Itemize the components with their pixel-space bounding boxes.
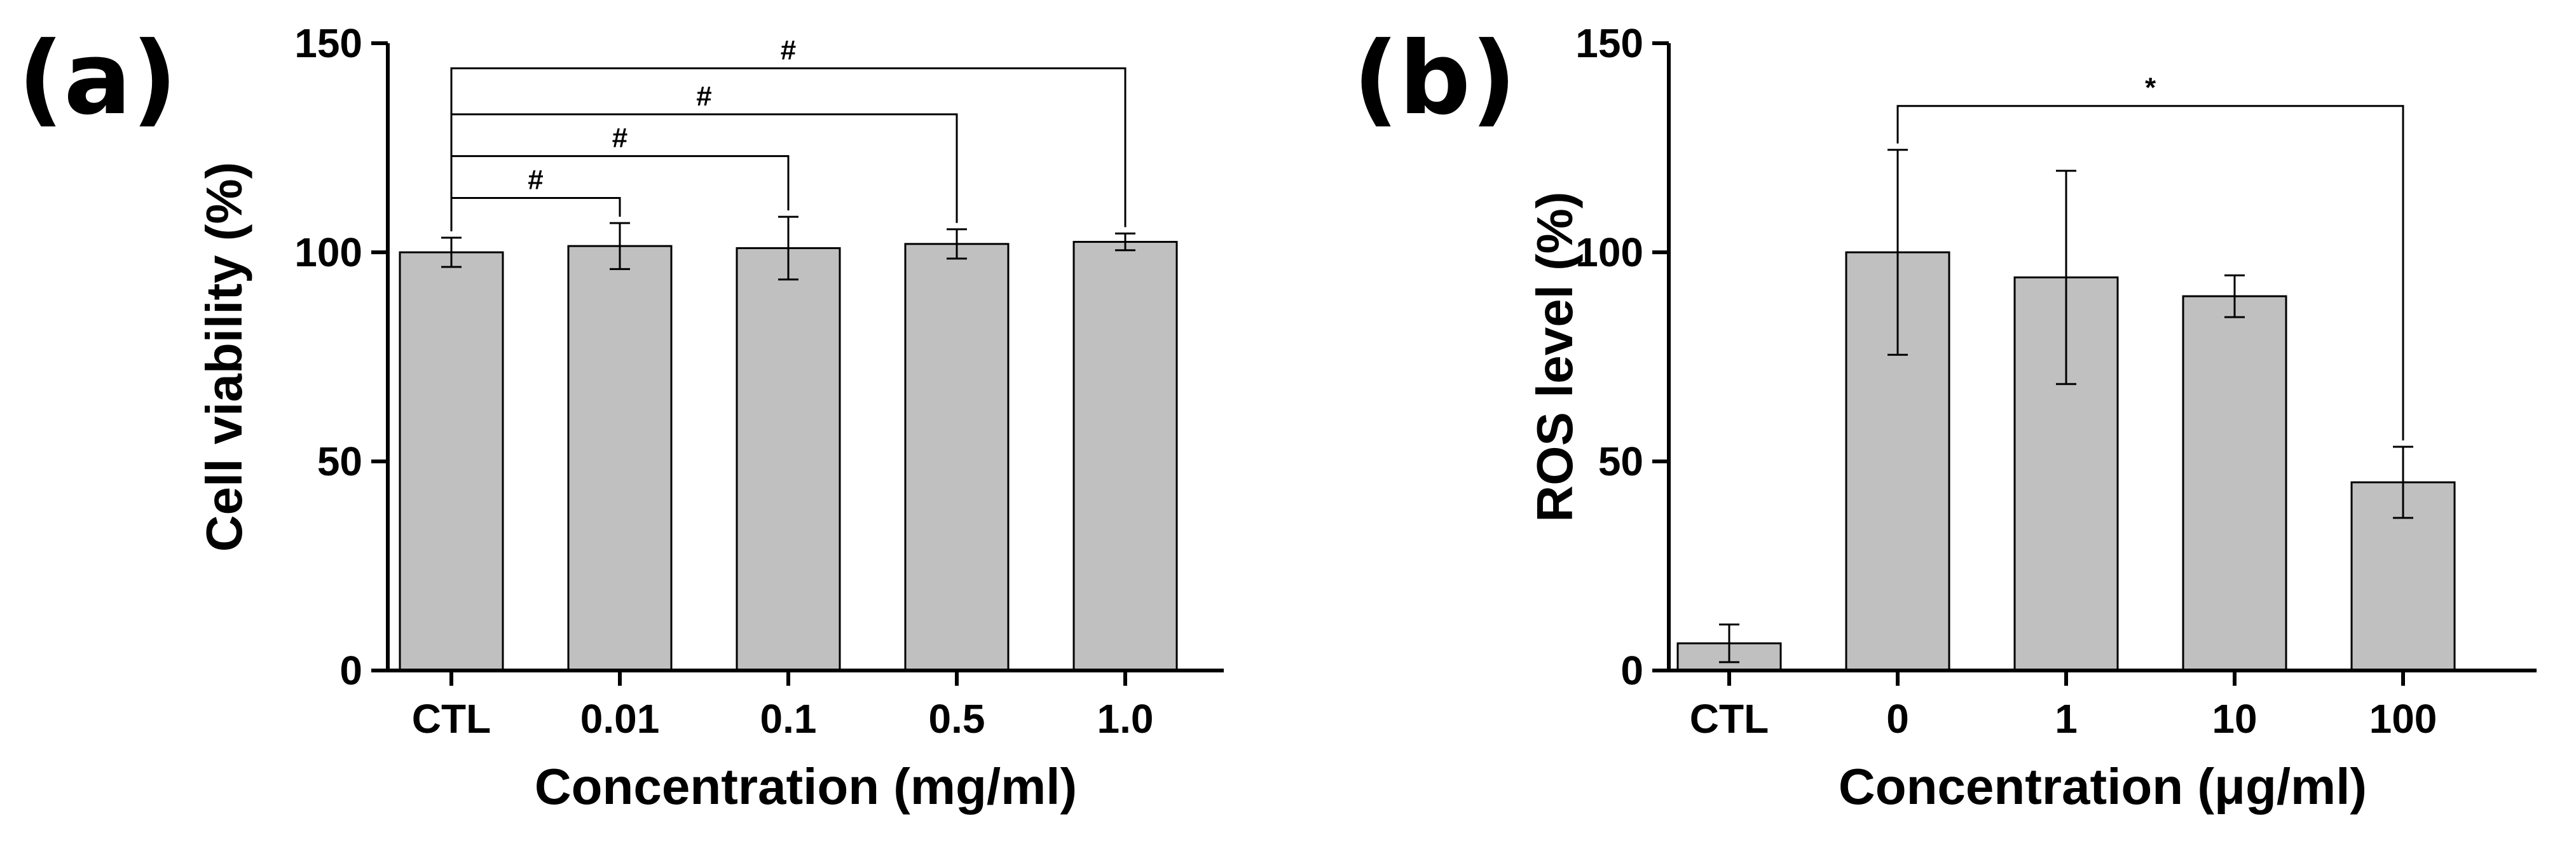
- x-tick-label: 100: [2369, 696, 2437, 742]
- x-tick-label: CTL: [412, 696, 491, 742]
- y-tick-label: 50: [1598, 439, 1643, 484]
- significance-label: #: [528, 164, 543, 195]
- significance-bracket: [450, 155, 790, 231]
- significance-bracket: [450, 67, 1127, 231]
- significance-label: #: [612, 123, 627, 154]
- significance-label: *: [2145, 72, 2156, 104]
- y-tick-label: 150: [294, 20, 362, 66]
- bar: [736, 247, 841, 672]
- y-tick-label: 100: [1575, 229, 1643, 275]
- x-tick-label: 1: [2055, 696, 2078, 742]
- significance-bracket: [1896, 105, 2404, 440]
- x-axis-title: Concentration (μg/ml): [1839, 758, 2367, 815]
- bar: [399, 251, 504, 672]
- significance-label: #: [696, 81, 711, 112]
- x-axis-title: Concentration (mg/ml): [535, 758, 1077, 815]
- bar: [567, 245, 673, 672]
- panel-label: (a): [18, 20, 177, 137]
- x-tick-label: 1.0: [1097, 696, 1154, 742]
- significance-bracket: [450, 196, 621, 231]
- x-tick-label: 0: [1886, 696, 1909, 742]
- x-tick-label: 10: [2212, 696, 2257, 742]
- x-tick-label: 0.01: [580, 696, 660, 742]
- bar: [1072, 241, 1178, 672]
- y-axis-title: Cell viability (%): [196, 162, 252, 552]
- x-tick-label: 0.5: [929, 696, 985, 742]
- y-tick-label: 150: [1575, 20, 1643, 66]
- panel-a: (a) 0 50 100 150 CTL 0.01 0.1 0.5 1.0 Concentrati…: [18, 20, 1224, 815]
- bar: [904, 243, 1010, 672]
- y-tick-label: 0: [1620, 648, 1643, 693]
- panel-label: (b): [1353, 20, 1517, 137]
- x-tick-label: 0.1: [760, 696, 817, 742]
- significance-label: #: [781, 34, 796, 65]
- significance-bracket: [450, 113, 958, 231]
- y-tick-label: 100: [294, 229, 362, 275]
- x-tick-label: CTL: [1690, 696, 1769, 742]
- y-axis-title: ROS level (%): [1526, 191, 1583, 522]
- y-tick-label: 0: [339, 648, 362, 693]
- y-tick-label: 50: [317, 439, 362, 484]
- bar: [2182, 295, 2287, 672]
